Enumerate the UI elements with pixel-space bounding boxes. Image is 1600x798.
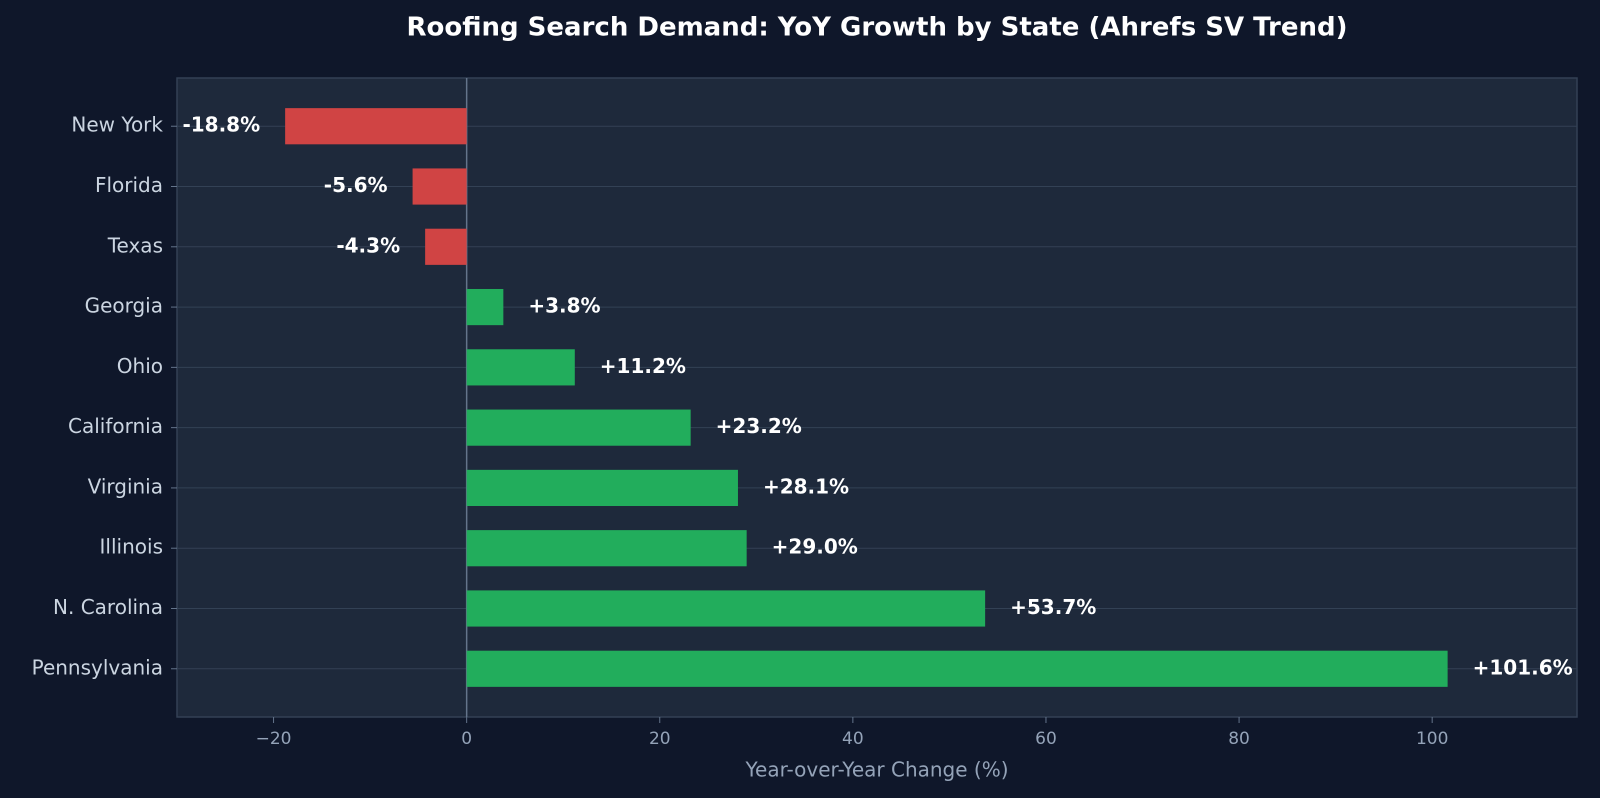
x-tick-label: 60 [1035,729,1057,749]
bar [412,168,467,205]
y-tick-label: Illinois [100,535,163,559]
bar [466,409,691,446]
value-label: +29.0% [772,535,858,559]
bar [285,108,467,145]
value-label: +23.2% [716,414,802,438]
y-tick-label: Florida [95,173,163,197]
value-label: +11.2% [600,354,686,378]
x-tick-label: 40 [842,729,864,749]
chart-title: Roofing Search Demand: YoY Growth by Sta… [406,13,1347,43]
y-tick-label: Pennsylvania [32,655,163,679]
y-tick-label: Ohio [117,354,163,378]
y-tick-label: Georgia [85,294,163,318]
bar [466,530,747,567]
bar [466,469,738,507]
bar [466,590,986,627]
y-tick-label: New York [71,113,163,137]
bar [425,228,467,265]
bar [466,288,504,326]
value-label: -18.8% [182,113,260,137]
value-label: +53.7% [1010,595,1096,619]
y-tick-label: Texas [107,233,163,257]
bar [466,349,575,386]
y-tick-label: California [68,414,163,438]
x-tick-label: 100 [1416,729,1448,749]
x-tick-label: 20 [649,729,671,749]
value-label: -4.3% [336,233,400,257]
y-tick-label: N. Carolina [53,595,163,619]
x-tick-label: 80 [1228,729,1250,749]
value-label: +3.8% [528,294,600,318]
x-tick-label: −20 [256,729,292,749]
value-label: -5.6% [324,173,388,197]
x-tick-label: 0 [461,729,472,749]
value-label: +28.1% [763,474,849,498]
bar [466,650,1448,687]
x-axis-label: Year-over-Year Change (%) [744,758,1008,782]
y-tick-label: Virginia [88,474,163,498]
value-label: +101.6% [1473,655,1573,679]
